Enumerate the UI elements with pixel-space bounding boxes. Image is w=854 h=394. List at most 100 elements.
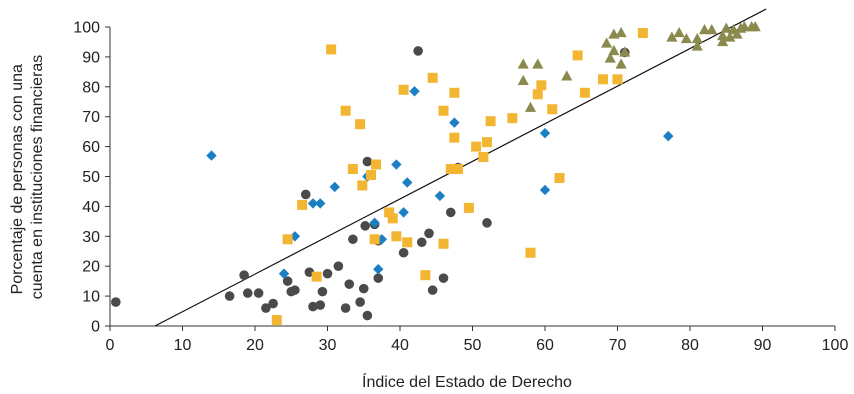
square-point xyxy=(637,27,648,38)
circle-point xyxy=(239,270,249,280)
square-point xyxy=(371,159,382,170)
triangle-point xyxy=(724,31,736,42)
diamond-point xyxy=(391,159,402,170)
diamond-point xyxy=(315,198,326,209)
circle-point xyxy=(355,297,365,307)
diamond-point xyxy=(663,130,674,142)
y-axis-title-line-1: Porcentaje de personas con una xyxy=(9,64,26,294)
y-tick-label: 0 xyxy=(91,319,100,336)
y-tick-label: 90 xyxy=(82,49,100,66)
x-tick-label: 100 xyxy=(822,337,849,354)
y-axis-title-line-2: cuenta en instituciones financieras xyxy=(29,55,46,300)
diamond-point xyxy=(329,181,340,193)
triangle-point xyxy=(615,26,627,38)
circle-point xyxy=(224,291,235,301)
circle-point xyxy=(315,300,326,310)
triangle-point xyxy=(601,37,613,48)
circle-point xyxy=(340,303,351,313)
square-point xyxy=(311,271,322,282)
square-point xyxy=(532,89,543,100)
triangle-point xyxy=(698,23,711,35)
x-tick-label: 80 xyxy=(681,337,699,354)
circle-point xyxy=(445,207,456,218)
triangle-point xyxy=(608,44,620,56)
triangle-point xyxy=(517,74,529,86)
x-axis-title: Índice del Estado de Derecho xyxy=(362,372,572,391)
square-point xyxy=(357,180,368,191)
circle-point xyxy=(290,285,300,295)
square-point xyxy=(598,74,608,85)
x-tick-label: 0 xyxy=(106,337,115,354)
square-point xyxy=(445,164,456,175)
square-point xyxy=(554,172,565,183)
square-point xyxy=(579,87,590,98)
triangle-point xyxy=(691,32,703,44)
circle-point xyxy=(333,261,344,272)
triangle-point xyxy=(720,22,732,33)
diamond-point xyxy=(278,268,290,279)
triangle-point xyxy=(561,70,573,81)
square-point xyxy=(485,116,496,127)
triangle-point xyxy=(749,21,761,32)
square-point xyxy=(482,137,492,148)
square-point xyxy=(355,119,366,130)
circle-point xyxy=(438,273,449,283)
circle-point xyxy=(344,279,355,289)
circle-point xyxy=(322,268,333,279)
diamond-point xyxy=(307,198,319,209)
diamond-point xyxy=(369,217,380,229)
square-point xyxy=(507,113,518,124)
square-point xyxy=(282,234,293,245)
square-point xyxy=(572,50,583,61)
x-tick-label: 20 xyxy=(246,337,264,354)
points-layer xyxy=(111,21,761,326)
diamond-point xyxy=(449,117,460,128)
y-tick-label: 50 xyxy=(82,169,100,186)
square-point xyxy=(297,199,308,210)
triangle-point xyxy=(731,28,743,39)
circle-point xyxy=(416,237,427,248)
circle-point xyxy=(360,221,371,231)
square-point xyxy=(420,270,431,281)
circle-point xyxy=(427,285,438,295)
circle-point xyxy=(282,276,293,286)
x-tick-label: 50 xyxy=(464,337,482,354)
circle-point xyxy=(268,298,278,309)
square-point xyxy=(536,80,547,91)
x-tick-label: 90 xyxy=(754,337,772,354)
circle-point xyxy=(300,189,311,200)
y-tick-label: 80 xyxy=(82,79,100,96)
x-tick-label: 10 xyxy=(174,337,192,354)
circle-point xyxy=(482,218,492,228)
diamond-point xyxy=(434,190,446,202)
diamond-point xyxy=(539,127,551,139)
x-tick-label: 30 xyxy=(319,337,337,354)
diamond-point xyxy=(539,184,551,196)
triangle-point xyxy=(673,26,685,38)
circle-point xyxy=(253,288,264,298)
square-point xyxy=(366,170,376,181)
square-point xyxy=(271,315,282,326)
circle-point xyxy=(317,286,328,297)
circle-point xyxy=(398,247,409,258)
x-tick-label: 70 xyxy=(609,337,627,354)
square-point xyxy=(478,152,489,163)
triangle-point xyxy=(615,58,627,69)
square-point xyxy=(612,74,623,85)
circle-point xyxy=(111,297,121,307)
axes: 0 10 20 30 40 50 60 70 80 90 100 0 10 20 30 40 50 60 70 80 9… xyxy=(73,20,848,355)
diamond-point xyxy=(409,86,420,97)
triangle-point xyxy=(666,31,678,42)
square-point xyxy=(384,207,395,218)
triangle-point xyxy=(680,32,692,44)
square-point xyxy=(398,84,409,95)
square-point xyxy=(547,104,558,115)
square-point xyxy=(402,237,413,248)
y-tick-label: 30 xyxy=(82,229,100,246)
y-axis-title: Porcentaje de personas con una cuenta en… xyxy=(9,55,46,300)
diamond-point xyxy=(398,207,409,218)
y-tick-label: 10 xyxy=(82,289,100,306)
y-tick-label: 20 xyxy=(82,259,100,276)
square-point xyxy=(471,141,482,152)
